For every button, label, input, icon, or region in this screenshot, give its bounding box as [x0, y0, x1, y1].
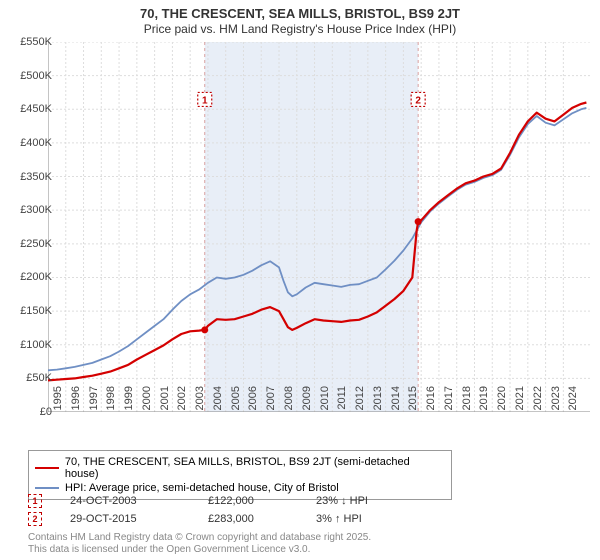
x-tick-label: 2018: [461, 386, 473, 416]
x-tick-label: 2000: [141, 386, 153, 416]
x-tick-label: 1996: [70, 386, 82, 416]
sale-row: 2 29-OCT-2015 £283,000 3% ↑ HPI: [28, 510, 406, 528]
x-tick-label: 2013: [372, 386, 384, 416]
y-tick-label: £100K: [8, 339, 52, 351]
x-tick-label: 2005: [230, 386, 242, 416]
chart-container: 70, THE CRESCENT, SEA MILLS, BRISTOL, BS…: [0, 0, 600, 560]
x-tick-label: 2001: [159, 386, 171, 416]
y-tick-label: £550K: [8, 36, 52, 48]
x-tick-label: 2022: [532, 386, 544, 416]
y-tick-label: £150K: [8, 305, 52, 317]
sale-price: £122,000: [208, 495, 288, 507]
y-tick-label: £500K: [8, 70, 52, 82]
chart-svg: 12: [48, 42, 590, 412]
svg-text:2: 2: [415, 95, 421, 106]
sale-row: 1 24-OCT-2003 £122,000 23% ↓ HPI: [28, 492, 406, 510]
y-tick-label: £0: [8, 406, 52, 418]
svg-text:1: 1: [202, 95, 208, 106]
y-tick-label: £200K: [8, 271, 52, 283]
footer-line: Contains HM Land Registry data © Crown c…: [28, 532, 371, 544]
chart-area: 12: [48, 42, 590, 412]
footer: Contains HM Land Registry data © Crown c…: [28, 532, 371, 556]
y-tick-label: £350K: [8, 171, 52, 183]
legend-item: 70, THE CRESCENT, SEA MILLS, BRISTOL, BS…: [35, 455, 445, 481]
x-tick-label: 2019: [478, 386, 490, 416]
x-tick-label: 2015: [407, 386, 419, 416]
footer-line: This data is licensed under the Open Gov…: [28, 544, 371, 556]
x-tick-label: 2017: [443, 386, 455, 416]
y-tick-label: £300K: [8, 204, 52, 216]
x-tick-label: 2024: [567, 386, 579, 416]
y-tick-label: £50K: [8, 372, 52, 384]
x-tick-label: 2023: [550, 386, 562, 416]
x-tick-label: 2002: [176, 386, 188, 416]
x-tick-label: 1995: [52, 386, 64, 416]
legend-swatch: [35, 467, 59, 469]
x-tick-label: 2016: [425, 386, 437, 416]
sales-table: 1 24-OCT-2003 £122,000 23% ↓ HPI 2 29-OC…: [28, 492, 406, 528]
x-tick-label: 2014: [390, 386, 402, 416]
sale-date: 24-OCT-2003: [70, 495, 180, 507]
x-tick-label: 1997: [88, 386, 100, 416]
x-tick-label: 2003: [194, 386, 206, 416]
x-tick-label: 1998: [105, 386, 117, 416]
sale-diff: 23% ↓ HPI: [316, 495, 406, 507]
x-tick-label: 1999: [123, 386, 135, 416]
chart-title: 70, THE CRESCENT, SEA MILLS, BRISTOL, BS…: [0, 0, 600, 21]
x-tick-label: 2006: [247, 386, 259, 416]
x-tick-label: 2007: [265, 386, 277, 416]
sale-diff: 3% ↑ HPI: [316, 513, 406, 525]
sale-marker-icon: 2: [28, 512, 42, 526]
y-tick-label: £250K: [8, 238, 52, 250]
x-tick-label: 2009: [301, 386, 313, 416]
y-tick-label: £450K: [8, 103, 52, 115]
legend-swatch: [35, 487, 59, 489]
sale-price: £283,000: [208, 513, 288, 525]
x-tick-label: 2021: [514, 386, 526, 416]
sale-date: 29-OCT-2015: [70, 513, 180, 525]
x-tick-label: 2012: [354, 386, 366, 416]
legend-label: 70, THE CRESCENT, SEA MILLS, BRISTOL, BS…: [65, 456, 445, 480]
sale-marker-icon: 1: [28, 494, 42, 508]
x-tick-label: 2004: [212, 386, 224, 416]
y-tick-label: £400K: [8, 137, 52, 149]
x-tick-label: 2010: [319, 386, 331, 416]
x-tick-label: 2011: [336, 386, 348, 416]
x-tick-label: 2020: [496, 386, 508, 416]
chart-subtitle: Price paid vs. HM Land Registry's House …: [0, 21, 600, 36]
x-tick-label: 2008: [283, 386, 295, 416]
